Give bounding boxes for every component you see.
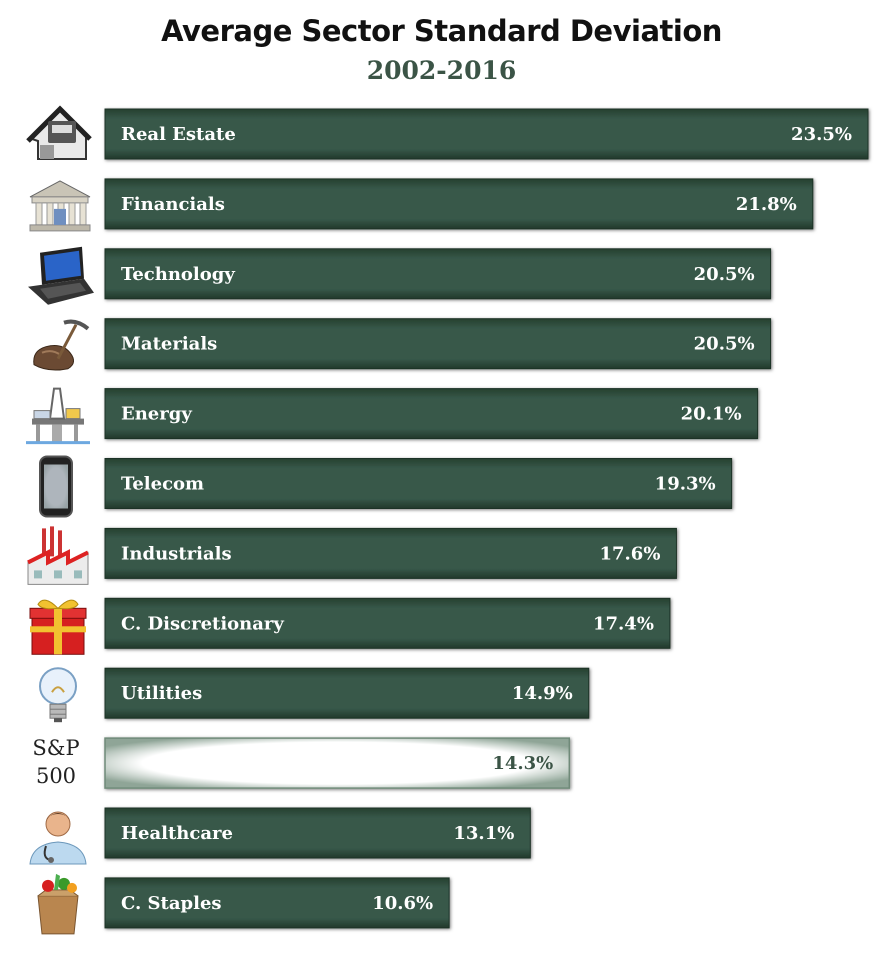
doctor-icon	[29, 811, 87, 865]
bar-healthcare	[104, 807, 531, 859]
factory-icon	[27, 526, 89, 585]
value-label-healthcare: 13.1%	[453, 823, 514, 844]
bar-energy	[104, 388, 759, 440]
category-label-energy: Energy	[121, 404, 192, 425]
category-label-telecom: Telecom	[121, 474, 204, 495]
category-label-real-estate: Real Estate	[121, 124, 236, 145]
value-label-utilities: 14.9%	[512, 683, 573, 704]
category-label-financials: Financials	[121, 194, 225, 215]
bar-industrials	[104, 527, 677, 579]
smartphone-icon	[39, 455, 73, 518]
bar-technology	[104, 248, 772, 300]
value-label-c-discretionary: 17.4%	[593, 613, 654, 634]
bar-s-p-500	[104, 737, 571, 789]
value-label-telecom: 19.3%	[655, 474, 716, 495]
category-label-c-staples: C. Staples	[121, 893, 222, 914]
chart-title: Average Sector Standard Deviation	[161, 14, 722, 48]
category-label-technology: Technology	[121, 264, 235, 285]
bar-telecom	[104, 458, 733, 509]
value-label-technology: 20.5%	[694, 264, 755, 285]
bar-financials	[104, 178, 814, 230]
chart-subtitle: 2002-2016	[366, 56, 517, 85]
value-label-materials: 20.5%	[694, 334, 755, 355]
lightbulb-icon	[39, 667, 77, 723]
value-label-c-staples: 10.6%	[372, 893, 433, 914]
bar-utilities	[104, 667, 590, 719]
grocery-bag-icon	[37, 873, 79, 935]
pickaxe-rock-icon	[33, 319, 90, 371]
category-label-utilities: Utilities	[121, 683, 202, 704]
bar-real-estate	[104, 108, 869, 160]
category-label-materials: Materials	[121, 334, 217, 355]
value-label-industrials: 17.6%	[599, 543, 660, 564]
laptop-icon	[28, 246, 94, 305]
value-label-real-estate: 23.5%	[791, 124, 852, 145]
oil-rig-icon	[26, 387, 90, 445]
category-label-industrials: Industrials	[121, 543, 232, 564]
bar-c-discretionary	[104, 597, 671, 649]
value-label-energy: 20.1%	[681, 404, 742, 425]
sp500-label-line1: S&P	[32, 736, 80, 760]
bar-materials	[104, 318, 772, 370]
value-label-s-p-500: 14.3%	[492, 753, 553, 774]
gift-icon	[29, 599, 87, 655]
bank-icon	[29, 180, 91, 232]
bar-c-staples	[104, 877, 450, 929]
sp500-label-line2: 500	[35, 764, 77, 788]
category-label-c-discretionary: C. Discretionary	[121, 613, 284, 634]
house-icon	[26, 105, 92, 160]
category-label-healthcare: Healthcare	[121, 823, 233, 844]
value-label-financials: 21.8%	[736, 194, 797, 215]
